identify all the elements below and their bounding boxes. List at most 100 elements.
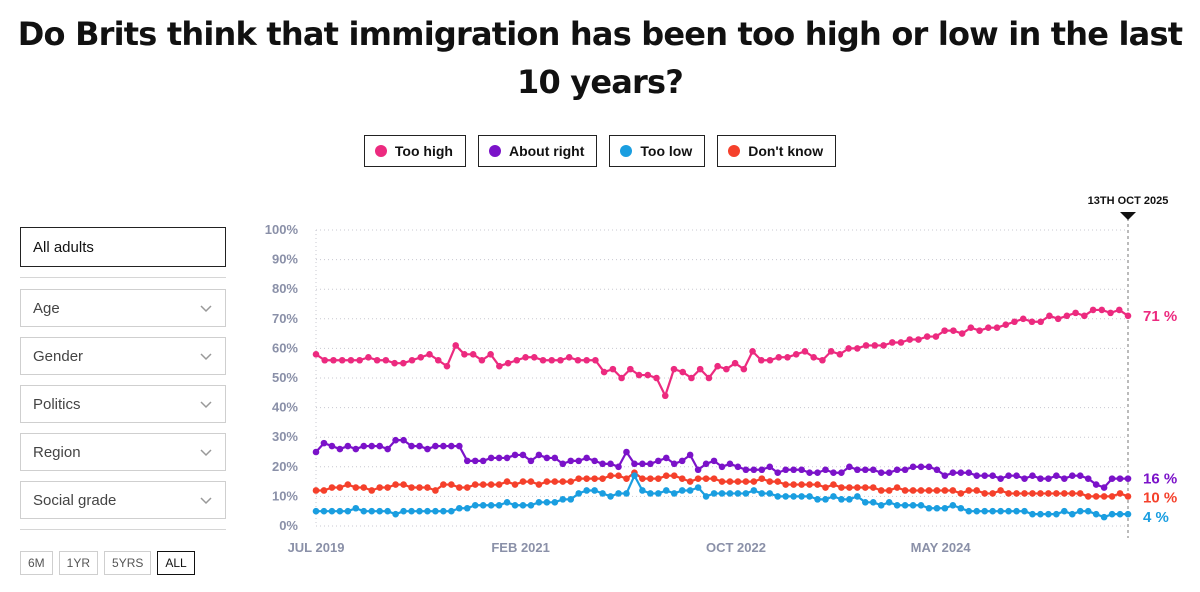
legend-item-too-low[interactable]: Too low [609, 135, 706, 167]
data-point-too-high [469, 351, 477, 358]
data-point-about-right [662, 454, 670, 462]
data-point-about-right [543, 454, 551, 462]
data-point-too-low [806, 493, 813, 500]
legend-item-too-high[interactable]: Too high [363, 135, 466, 167]
data-point-about-right [344, 442, 352, 450]
data-point-about-right [463, 457, 471, 465]
audience-dropdown[interactable]: All adults [20, 227, 226, 267]
data-point-don-t-know [806, 481, 813, 488]
data-point-about-right [917, 463, 925, 471]
range-button-5yrs[interactable]: 5YRS [104, 551, 152, 575]
data-point-don-t-know [1029, 490, 1036, 497]
chevron-down-icon [200, 497, 212, 505]
filter-select-social-grade[interactable]: Social grade [20, 481, 226, 519]
filter-select-politics[interactable]: Politics [20, 385, 226, 423]
data-point-don-t-know [726, 478, 734, 485]
data-point-too-low [551, 499, 559, 506]
data-point-too-low [511, 501, 519, 509]
data-point-too-high [749, 348, 756, 355]
data-point-about-right [686, 451, 694, 459]
data-point-about-right [1084, 475, 1092, 482]
data-point-don-t-know [471, 481, 479, 488]
y-tick-label: 0% [279, 518, 298, 533]
data-point-about-right [392, 436, 399, 444]
filter-select-label: Region [33, 443, 81, 461]
data-point-too-high [1054, 315, 1062, 323]
data-point-too-low [885, 499, 893, 506]
data-point-too-high [1002, 321, 1010, 329]
data-point-too-low [519, 501, 527, 509]
data-point-don-t-know [1013, 490, 1020, 497]
filter-panel: All adults Age Gender Politics Region Social… [20, 227, 226, 530]
data-point-about-right [702, 460, 710, 468]
data-point-don-t-know [360, 484, 368, 491]
data-point-about-right [336, 445, 344, 453]
data-point-too-low [320, 507, 328, 515]
data-point-about-right [1037, 475, 1044, 482]
data-point-don-t-know [909, 487, 917, 494]
y-tick-label: 80% [272, 281, 298, 296]
filter-select-region[interactable]: Region [20, 433, 226, 471]
data-point-don-t-know [1061, 490, 1068, 497]
data-point-don-t-know [376, 484, 383, 491]
data-point-too-low [424, 507, 431, 515]
legend-item-about-right[interactable]: About right [477, 135, 598, 167]
data-point-too-low [344, 507, 352, 515]
data-point-don-t-know [1092, 493, 1100, 500]
data-point-too-low [376, 507, 383, 515]
legend-swatch [728, 145, 741, 157]
data-point-too-low [368, 507, 376, 515]
data-point-too-high [827, 348, 835, 355]
data-point-don-t-know [543, 478, 551, 485]
legend-item-don-t-know[interactable]: Don't know [717, 135, 837, 167]
data-point-too-high [373, 356, 381, 364]
end-label-about-right: 16 % [1143, 471, 1177, 488]
y-tick-label: 70% [272, 311, 298, 326]
data-point-too-low [1100, 513, 1108, 521]
data-point-about-right [503, 454, 511, 462]
data-point-about-right [448, 442, 455, 450]
data-point-about-right [814, 469, 821, 477]
data-point-don-t-know [432, 487, 439, 494]
data-point-too-high [862, 342, 870, 349]
filter-select-age[interactable]: Age [20, 289, 226, 327]
data-point-about-right [901, 466, 909, 474]
data-point-don-t-know [551, 478, 559, 485]
data-point-don-t-know [591, 475, 598, 482]
range-button-1yr[interactable]: 1YR [58, 551, 99, 575]
data-point-about-right [408, 442, 415, 450]
data-point-about-right [718, 463, 726, 471]
data-point-about-right [885, 469, 893, 477]
y-tick-label: 100% [265, 222, 299, 237]
data-point-about-right [647, 460, 654, 468]
data-point-too-low [989, 507, 996, 515]
range-button-6m[interactable]: 6M [20, 551, 53, 575]
data-point-about-right [1045, 475, 1052, 482]
date-marker-label: 13TH OCT 2025 [1088, 195, 1169, 207]
data-point-about-right [320, 439, 328, 447]
data-point-don-t-know [1116, 490, 1124, 497]
data-point-too-high [530, 353, 538, 361]
data-point-about-right [981, 472, 989, 479]
data-point-about-right [1100, 484, 1108, 491]
data-point-about-right [559, 460, 567, 468]
range-button-all[interactable]: ALL [157, 551, 195, 575]
data-point-too-low [782, 493, 789, 500]
data-point-too-low [639, 487, 646, 494]
data-point-too-low [1061, 507, 1068, 515]
y-tick-label: 10% [272, 488, 298, 503]
time-range-buttons: 6M 1YR 5YRS ALL [20, 551, 195, 575]
data-point-too-high [347, 356, 355, 364]
x-tick-label: MAY 2024 [911, 540, 972, 555]
data-point-too-low [718, 490, 726, 497]
filter-select-gender[interactable]: Gender [20, 337, 226, 375]
y-tick-label: 40% [272, 400, 298, 415]
data-point-about-right [869, 466, 877, 474]
data-point-about-right [623, 448, 630, 456]
data-point-about-right [1076, 472, 1084, 479]
data-point-too-low [1084, 507, 1092, 515]
y-tick-label: 20% [272, 459, 298, 474]
data-point-too-high [705, 374, 713, 382]
data-point-too-low [766, 490, 774, 497]
data-point-about-right [798, 466, 805, 474]
